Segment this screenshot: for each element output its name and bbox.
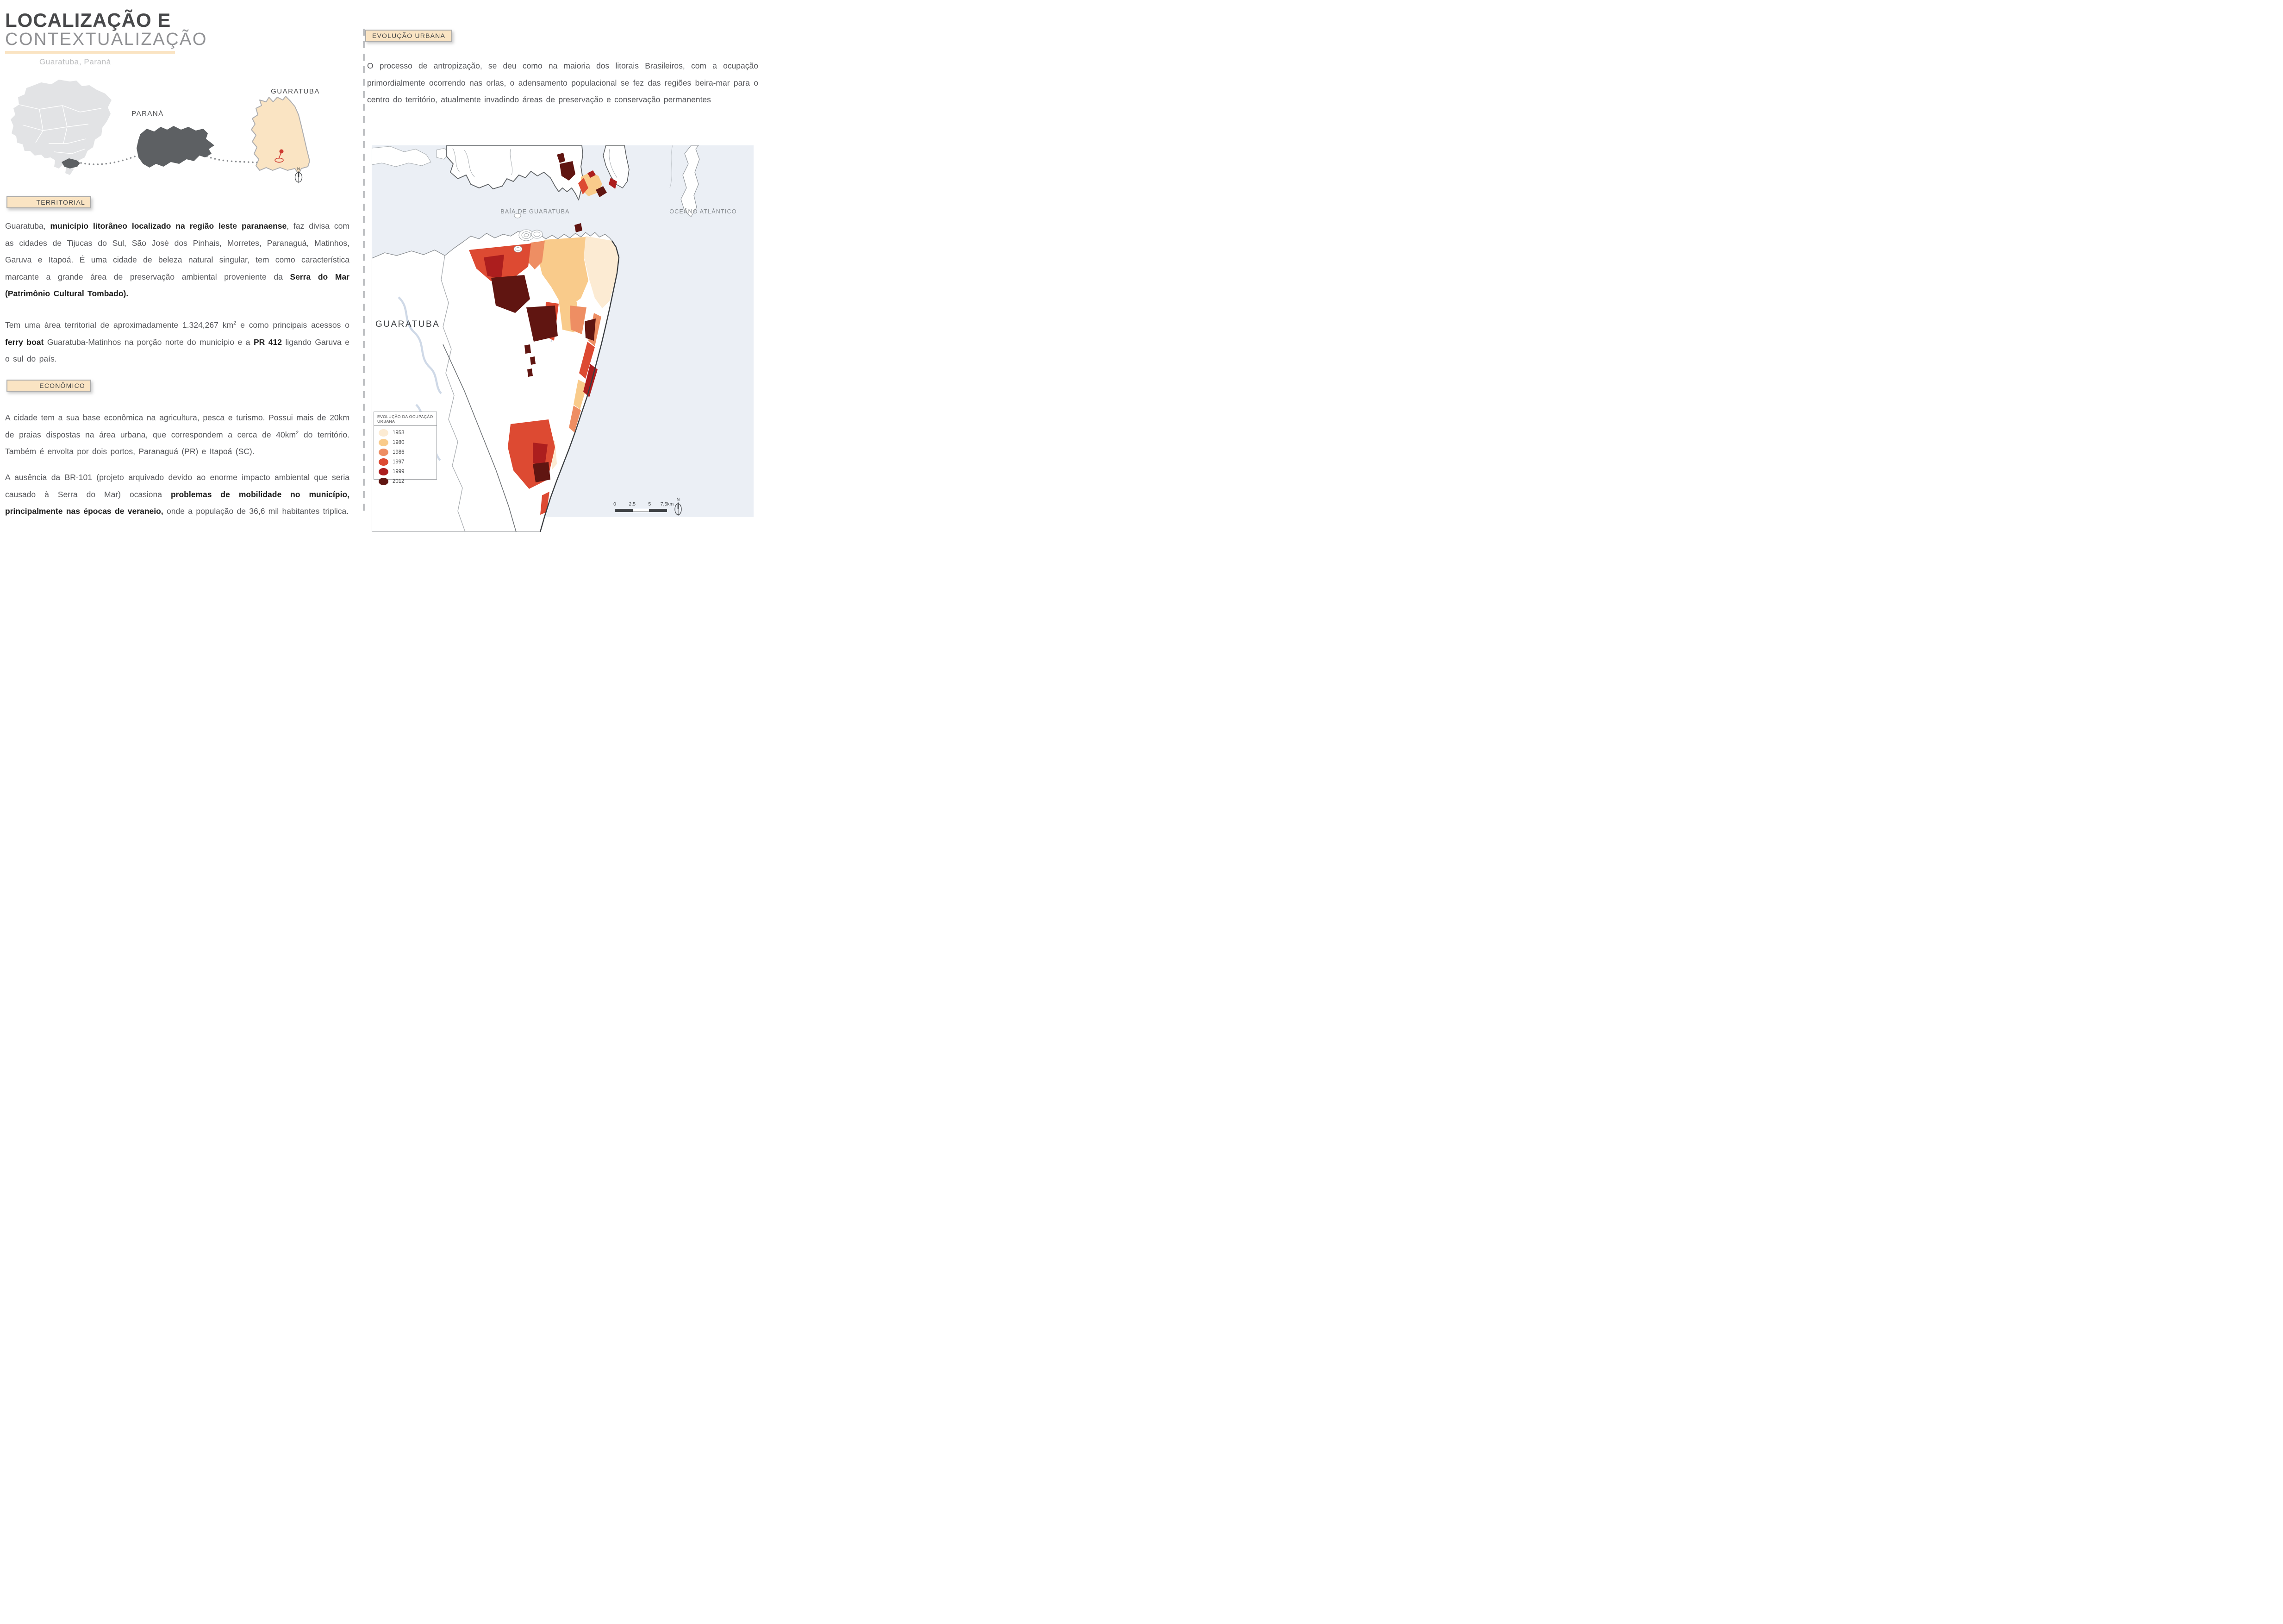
- presentation-board: LOCALIZAÇÃO E CONTEXTUALIZAÇÃO Guaratuba…: [0, 0, 761, 541]
- municipal-boundary-south: [443, 344, 517, 532]
- legend-item: 1986: [379, 449, 437, 456]
- locator-maps: N: [11, 80, 310, 183]
- contour-hills: [513, 213, 543, 253]
- urban-area-1986: [570, 306, 586, 334]
- territorial-paragraph-2: Tem uma área territorial de aproximadame…: [5, 320, 349, 364]
- evolucao-urbana-badge: EVOLUÇÃO URBANA: [365, 30, 452, 42]
- legend-item: 2012: [379, 478, 437, 485]
- legend-year-label: 1953: [393, 430, 405, 436]
- matinhos-coast-strip: [603, 145, 630, 188]
- municipal-boundary-west: [441, 255, 466, 532]
- urban-area-1999: [484, 255, 504, 279]
- economico-paragraph-1: A cidade tem a sua base econômica na agr…: [5, 413, 350, 456]
- economico-badge: ECONÔMICO: [6, 380, 91, 392]
- scale-bar: 0 2,5 5 7,5km: [613, 501, 684, 512]
- scalebar-segment: [632, 509, 650, 512]
- ocean-islet: [680, 145, 700, 217]
- urban-area-2012: [527, 369, 533, 377]
- ocean-label: OCEÂNO ATLÂNTICO: [669, 208, 737, 215]
- scalebar-tick-label: 7,5km: [660, 501, 674, 507]
- page-subtitle: Guaratuba, Paraná: [39, 57, 111, 66]
- urban-area-1980: [574, 380, 587, 409]
- legend-year-label: 1999: [393, 469, 405, 475]
- legend-items: 1953 1980 1986 1997 1999 2012: [374, 426, 437, 485]
- legend-swatch-2012: [379, 478, 388, 485]
- scalebar-segment: [615, 509, 632, 512]
- urban-area-2012: [533, 462, 550, 482]
- svg-text:N: N: [677, 497, 680, 502]
- urban-area-1953: [584, 236, 619, 308]
- ocean-coastline: [539, 240, 620, 532]
- legend-item: 1980: [379, 439, 437, 446]
- urban-area-2012: [491, 275, 530, 313]
- legend-swatch-1986: [379, 449, 388, 456]
- urban-area-2012: [530, 356, 536, 365]
- evolucao-paragraph: O processo de antropização, se deu como …: [367, 61, 758, 105]
- mainland-contours: [452, 148, 513, 177]
- scalebar-tick-label: 2,5: [629, 501, 636, 507]
- urban-area-2012: [574, 223, 582, 232]
- urban-area-1986: [526, 241, 545, 269]
- territorial-paragraph-1: Guaratuba, município litorâneo localizad…: [5, 221, 349, 299]
- map-legend: EVOLUÇÃO DA OCUPAÇÃO URBANA 1953 1980 1986…: [374, 412, 437, 485]
- city-label: GUARATUBA: [375, 319, 440, 329]
- scalebar-segment: [649, 509, 667, 512]
- urban-area-2012: [526, 306, 558, 342]
- legend-year-label: 1986: [393, 450, 405, 455]
- urban-area-1997: [579, 342, 595, 379]
- legend-swatch-1953: [379, 429, 388, 437]
- legend-swatch-1999: [379, 468, 388, 475]
- economico-paragraph-2: A ausência da BR-101 (projeto arquivado …: [5, 473, 350, 516]
- page-title-line2: CONTEXTUALIZAÇÃO: [5, 30, 207, 49]
- parana-label: PARANÁ: [131, 110, 164, 118]
- urban-area-1986: [569, 406, 581, 432]
- legend-year-label: 2012: [393, 479, 405, 484]
- urban-area-1999: [609, 178, 617, 189]
- legend-item: 1953: [379, 429, 437, 437]
- shoal-line: [669, 145, 673, 188]
- tidal-marsh: [372, 146, 449, 167]
- urban-area-1980: [538, 237, 588, 306]
- urban-area-2012: [560, 161, 575, 181]
- scalebar-tick-label: 5: [648, 501, 651, 507]
- urban-area-2012: [524, 344, 531, 354]
- scalebar-tick-label: 0: [613, 501, 616, 507]
- urban-area-2012: [585, 319, 596, 341]
- legend-item: 1997: [379, 458, 437, 466]
- north-compass-icon: N: [674, 497, 682, 516]
- guaratuba-label: GUARATUBA: [271, 87, 320, 95]
- svg-text:N: N: [297, 167, 300, 171]
- title-underline: [5, 51, 175, 54]
- scalebar-ticks: 0 2,5 5 7,5km: [613, 501, 684, 507]
- state-borders: [19, 104, 102, 154]
- mainland-north-shore: [446, 145, 583, 200]
- parana-state-map: [137, 126, 214, 168]
- location-pin-icon: [274, 149, 284, 163]
- territorial-badge: TERRITORIAL: [6, 196, 91, 208]
- urban-area-2012: [557, 153, 565, 163]
- scalebar-bar: [615, 509, 667, 512]
- parana-highlight: [62, 158, 80, 169]
- legend-year-label: 1997: [393, 459, 405, 465]
- urban-area-1999: [533, 443, 548, 466]
- dashed-divider: [363, 29, 365, 513]
- dotted-connector-2: [206, 156, 263, 164]
- guaratuba-municipality-map: [251, 96, 310, 175]
- caioba-urban-cluster: [578, 170, 607, 197]
- bay-label: BAÍA DE GUARATUBA: [500, 208, 570, 215]
- page-title-line1: LOCALIZAÇÃO E: [5, 9, 171, 31]
- legend-title: EVOLUÇÃO DA OCUPAÇÃO URBANA: [374, 412, 437, 426]
- urban-evolution-map: BAÍA DE GUARATUBA OCEÂNO ATLÂNTICO GUARA…: [372, 145, 754, 532]
- strip-contour: [609, 149, 618, 178]
- urban-area-1997: [540, 492, 549, 515]
- brazil-map: [11, 80, 112, 175]
- legend-year-label: 1980: [393, 440, 405, 445]
- legend-swatch-1997: [379, 458, 388, 466]
- north-compass-icon: N: [294, 167, 303, 183]
- legend-swatch-1980: [379, 439, 388, 446]
- legend-item: 1999: [379, 468, 437, 475]
